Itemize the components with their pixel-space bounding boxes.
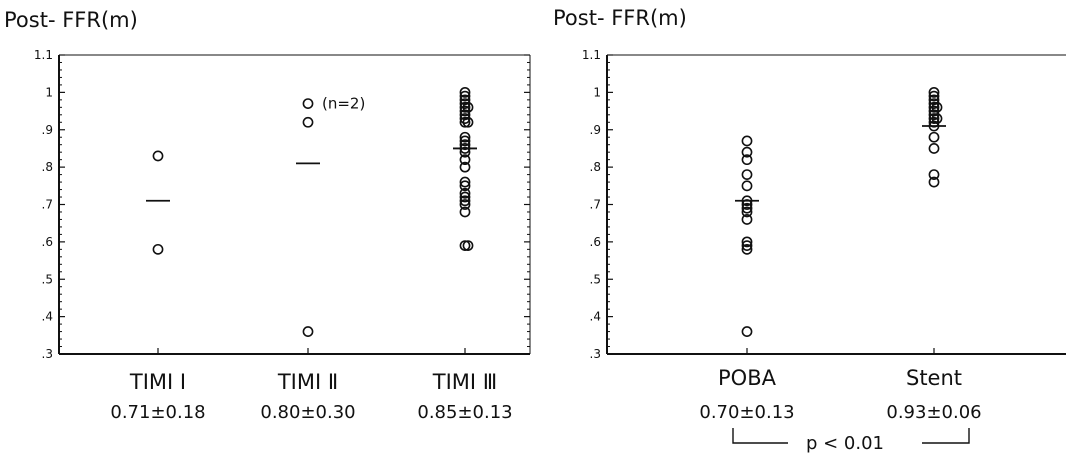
data-point <box>741 202 753 214</box>
y-tick-label: .3 <box>42 347 53 361</box>
data-point <box>152 243 164 255</box>
data-point <box>928 169 940 180</box>
y-tick-label: .4 <box>42 310 53 324</box>
data-point <box>459 176 471 188</box>
category-label: Stent <box>906 366 962 390</box>
data-point <box>928 131 940 143</box>
data-point <box>302 326 314 337</box>
data-point <box>302 98 314 109</box>
data-point <box>459 240 471 252</box>
y-axis-title-left: Post- FFR(m) <box>4 8 138 32</box>
category-label: TIMI Ⅱ <box>277 370 338 394</box>
data-point <box>459 199 471 210</box>
y-tick-label: 1.1 <box>34 48 53 62</box>
y-tick-label: 1.1 <box>582 48 601 62</box>
y-tick-label: .5 <box>590 272 601 286</box>
y-tick-label: .6 <box>42 235 53 249</box>
stat-label: 0.85±0.13 <box>417 402 512 423</box>
data-point <box>462 116 474 128</box>
y-tick-label: .3 <box>590 347 601 361</box>
stat-label: 0.93±0.06 <box>886 402 981 423</box>
data-point <box>459 90 471 102</box>
data-point <box>741 154 753 166</box>
data-point <box>459 154 471 166</box>
stat-label: 0.70±0.13 <box>699 402 794 423</box>
comparison-bracket-left <box>732 428 788 444</box>
data-point <box>928 143 940 154</box>
data-point <box>459 206 471 218</box>
y-tick-label: 1 <box>45 85 53 99</box>
data-point <box>741 169 753 180</box>
category-label: TIMI Ⅲ <box>432 370 498 394</box>
y-tick-label: .7 <box>42 198 53 212</box>
data-point <box>459 101 471 113</box>
data-point <box>459 116 471 128</box>
y-tick-label: 1 <box>593 85 601 99</box>
chart-panel-poba-stent: .3 .4 .5 .6 .7 .8 .9 1 1.1 POBA 0.70±0.13 Stent 0.93… <box>582 48 1066 454</box>
data-point <box>741 236 753 248</box>
stat-label: 0.71±0.18 <box>110 402 205 423</box>
data-point <box>741 135 753 147</box>
data-point <box>459 191 471 203</box>
data-point <box>741 240 753 252</box>
data-point <box>741 243 753 255</box>
data-point <box>741 146 753 158</box>
comparison-bracket-right <box>922 428 970 444</box>
data-point <box>741 326 753 337</box>
data-point <box>462 240 474 252</box>
data-point <box>459 105 471 117</box>
y-tick-label: .6 <box>590 235 601 249</box>
data-point <box>459 180 471 192</box>
annotation-label: (n=2) <box>322 95 365 113</box>
y-tick-label: .7 <box>590 198 601 212</box>
data-point <box>741 180 753 192</box>
data-point <box>741 214 753 225</box>
y-tick-label: .8 <box>590 160 601 174</box>
data-point <box>459 86 471 98</box>
category-label: TIMI Ⅰ <box>129 370 186 394</box>
chart-panel-timi: .3 .4 .5 .6 .7 .8 .9 1 1.1 TIMI Ⅰ 0.71±0.18 TIMI Ⅱ 0… <box>34 48 531 423</box>
data-point <box>928 113 940 124</box>
category-label: POBA <box>718 366 777 390</box>
data-point <box>152 150 164 162</box>
data-point <box>928 101 940 113</box>
data-point <box>928 86 940 98</box>
data-point <box>459 161 471 173</box>
y-tick-label: .9 <box>42 123 53 137</box>
y-tick-label: .4 <box>590 310 601 324</box>
data-point <box>741 206 753 218</box>
stat-label: 0.80±0.30 <box>260 402 355 423</box>
y-tick-label: .9 <box>590 123 601 137</box>
data-point <box>302 116 314 128</box>
y-axis-title-right: Post- FFR(m) <box>553 6 687 30</box>
y-tick-label: .5 <box>42 272 53 286</box>
data-point <box>459 131 471 143</box>
data-point <box>459 135 471 147</box>
data-point <box>928 176 940 188</box>
p-value-label: p < 0.01 <box>806 433 884 454</box>
data-point <box>928 90 940 102</box>
y-tick-label: .8 <box>42 160 53 174</box>
data-point <box>459 187 471 199</box>
data-point <box>459 195 471 207</box>
